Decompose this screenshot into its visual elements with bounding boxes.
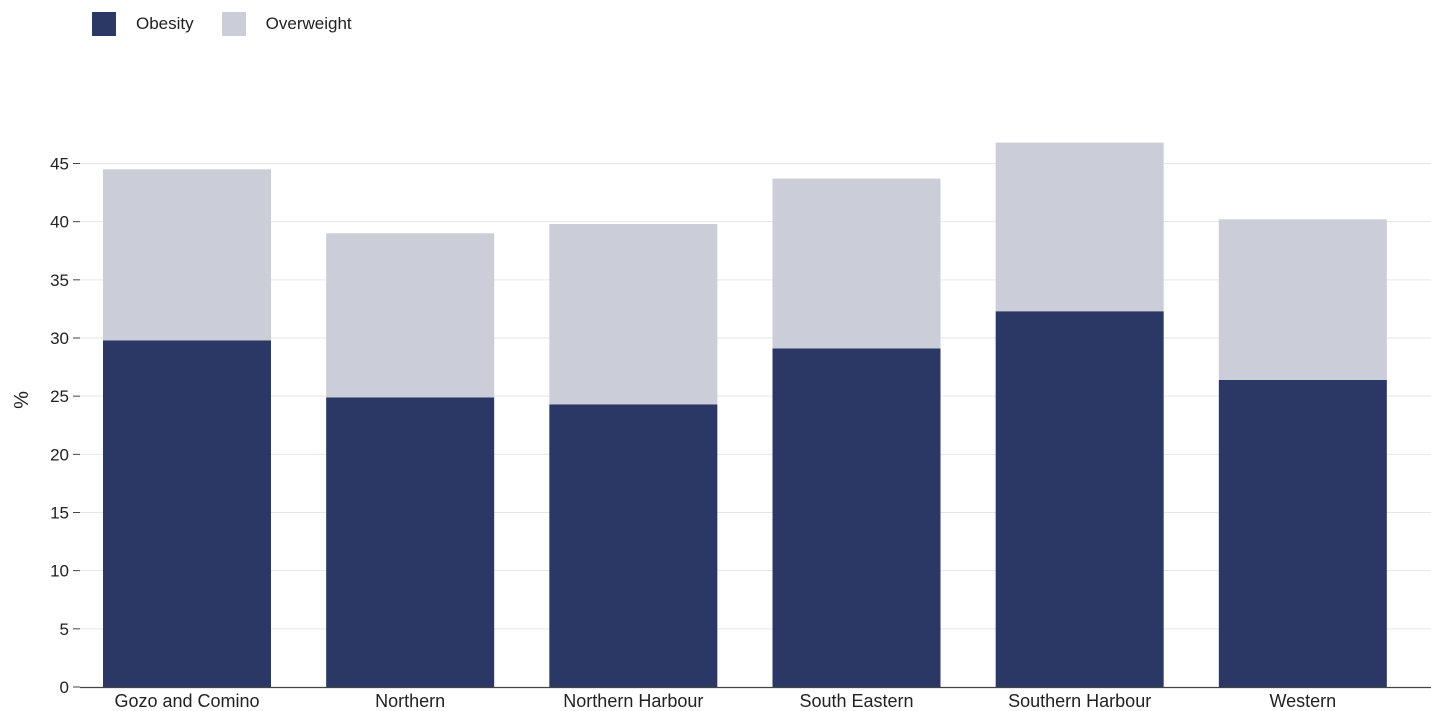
bar-obesity-3[interactable]: [549, 404, 718, 687]
x-tick-label-2: Northern: [375, 691, 445, 711]
bar-obesity-4[interactable]: [772, 348, 941, 687]
bar-overweight-3[interactable]: [549, 223, 718, 405]
bar-overweight-5[interactable]: [995, 142, 1164, 312]
y-tick-label-45: 45: [50, 155, 69, 174]
x-axis-labels: Gozo and Comino Northern Northern Harbour S…: [114, 691, 1336, 711]
y-tick-label-25: 25: [50, 387, 69, 406]
y-tick-label-30: 30: [50, 329, 69, 348]
x-tick-label-3: Northern Harbour: [563, 691, 703, 711]
x-tick-label-6: Western: [1269, 691, 1336, 711]
y-tick-label-10: 10: [50, 562, 69, 581]
y-tick-label-5: 5: [60, 620, 69, 639]
x-tick-label-4: South Eastern: [799, 691, 913, 711]
bar-obesity-5[interactable]: [995, 311, 1164, 687]
bar-obesity-2[interactable]: [326, 397, 495, 687]
legend-item-overweight[interactable]: Overweight: [221, 12, 352, 36]
x-tick-label-1: Gozo and Comino: [114, 691, 259, 711]
bars: [103, 142, 1387, 687]
y-tick-label-20: 20: [50, 445, 69, 464]
bar-overweight-4[interactable]: [772, 178, 941, 349]
gridlines: [80, 163, 1431, 630]
bar-overweight-1[interactable]: [103, 169, 271, 341]
y-tick-label-35: 35: [50, 271, 69, 290]
bar-obesity-1[interactable]: [103, 340, 271, 687]
bar-obesity-6[interactable]: [1218, 379, 1387, 687]
legend-label-overweight: Overweight: [265, 14, 352, 33]
legend: Obesity Overweight: [92, 12, 380, 36]
y-axis-ticks: 0 5 10 15 20 25 30 35 40 45: [50, 155, 80, 697]
legend-swatch-overweight: [221, 12, 246, 36]
legend-swatch-obesity: [92, 12, 116, 36]
legend-item-obesity[interactable]: Obesity: [92, 12, 194, 36]
y-tick-label-0: 0: [60, 678, 69, 697]
bar-overweight-6[interactable]: [1218, 219, 1387, 380]
x-tick-label-5: Southern Harbour: [1008, 691, 1151, 711]
y-axis-title: %: [11, 391, 33, 409]
y-tick-label-15: 15: [50, 504, 69, 523]
y-tick-label-40: 40: [50, 213, 69, 232]
bar-overweight-2[interactable]: [326, 233, 495, 398]
legend-label-obesity: Obesity: [136, 14, 194, 33]
